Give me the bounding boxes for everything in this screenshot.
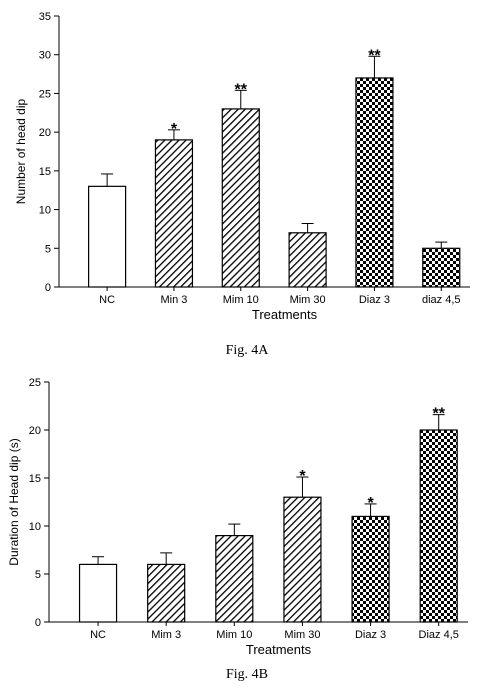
figure-caption-4a: Fig. 4A xyxy=(225,343,269,358)
chart-4a: 0 5 10 15 20 25 30 35 NC * Min 3 ** Mim 10 Mim 30 ** Di… xyxy=(14,11,470,322)
significance-marker: ** xyxy=(368,47,381,64)
y-tick-label: 10 xyxy=(39,205,51,217)
bar-2 xyxy=(154,139,194,288)
significance-marker: ** xyxy=(432,406,445,423)
y-tick-label: 20 xyxy=(39,127,51,139)
significance-marker: ** xyxy=(235,81,248,98)
y-tick-label: 0 xyxy=(35,617,41,629)
bar-3 xyxy=(221,108,260,288)
chart-4b: 0 5 10 15 20 25 NC Mim 3 Mim 10 * Mim 30 * Diaz 3 ** D… xyxy=(7,377,468,657)
y-axis-label: Duration of Head dip (s) xyxy=(7,438,21,565)
bar-1 xyxy=(78,563,118,623)
y-tick-label: 0 xyxy=(45,282,51,294)
x-tick-label: Mim 30 xyxy=(284,629,320,641)
bar-4 xyxy=(283,496,322,623)
x-tick-label: Mim 10 xyxy=(223,294,259,306)
y-tick-label: 5 xyxy=(45,243,51,255)
x-axis-label: Treatments xyxy=(252,307,318,322)
y-axis-label: Number of head dip xyxy=(14,98,28,204)
bar-2 xyxy=(147,563,186,623)
y-tick-label: 20 xyxy=(29,425,41,437)
x-tick-label: Mim 10 xyxy=(216,629,252,641)
x-tick-label: NC xyxy=(99,294,115,306)
bar-5 xyxy=(351,515,390,623)
y-tick-label: 5 xyxy=(35,569,41,581)
x-tick-label: Min 3 xyxy=(160,294,187,306)
x-tick-label: Diaz 3 xyxy=(359,294,390,306)
significance-marker: * xyxy=(299,468,306,485)
bar-5 xyxy=(355,77,394,288)
significance-marker: * xyxy=(367,495,374,512)
bar-1 xyxy=(88,185,127,288)
x-tick-label: Mim 3 xyxy=(151,629,181,641)
x-axis-label: Treatments xyxy=(246,642,312,657)
y-tick-label: 25 xyxy=(29,377,41,389)
bar-3 xyxy=(215,535,254,623)
y-tick-label: 30 xyxy=(39,50,51,62)
x-tick-label: Diaz 4,5 xyxy=(419,629,459,641)
x-tick-label: diaz 4,5 xyxy=(422,294,461,306)
y-tick-label: 35 xyxy=(39,11,51,23)
x-tick-label: Diaz 3 xyxy=(355,629,386,641)
x-tick-label: NC xyxy=(90,629,106,641)
y-tick-label: 10 xyxy=(29,521,41,533)
y-tick-label: 15 xyxy=(39,166,51,178)
y-tick-label: 25 xyxy=(39,88,51,100)
y-tick-label: 15 xyxy=(29,473,41,485)
significance-marker: * xyxy=(171,121,178,138)
bar-4 xyxy=(288,232,327,288)
figure-caption-4b: Fig. 4B xyxy=(225,667,268,682)
bar-6 xyxy=(422,247,461,288)
x-tick-label: Mim 30 xyxy=(290,294,326,306)
bar-6 xyxy=(419,429,458,623)
